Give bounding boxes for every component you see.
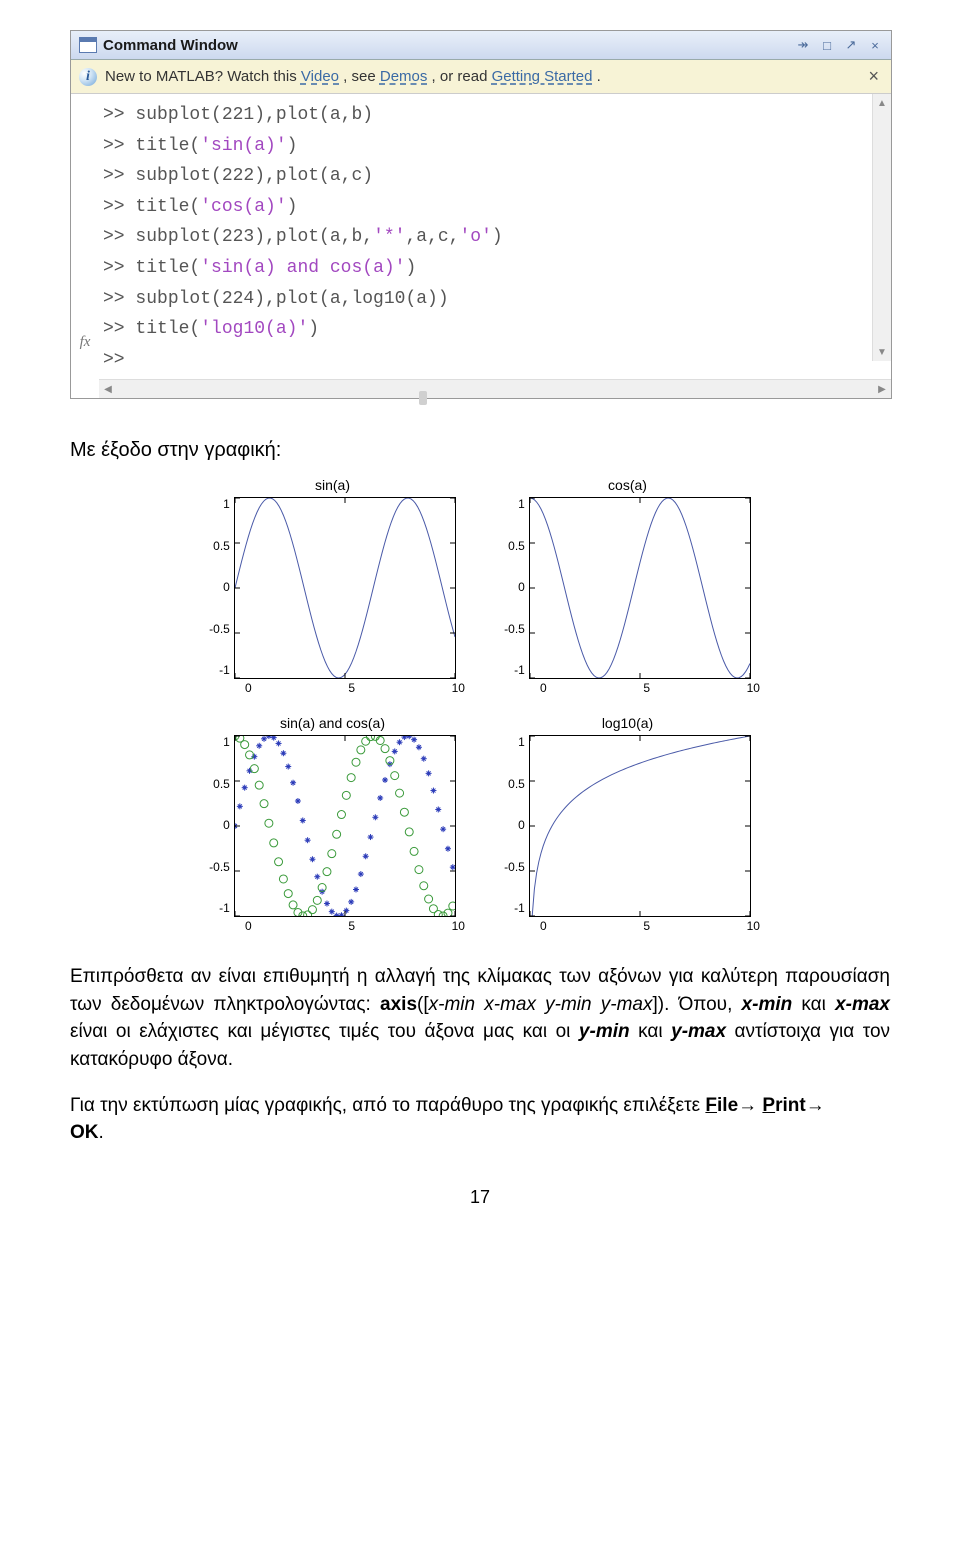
getting-started-link[interactable]: Getting Started (492, 68, 593, 85)
close-button[interactable]: × (865, 36, 885, 54)
command-line: >> title('log10(a)') (103, 314, 887, 345)
y-axis-labels: 10.50-0.5-1 (504, 735, 529, 915)
window-icon (79, 37, 97, 53)
maximize-button[interactable]: □ (817, 36, 837, 54)
fx-gutter[interactable]: fx (71, 94, 99, 379)
plot-area (234, 735, 456, 917)
info-text: , or read (432, 68, 492, 85)
subplot: sin(a) and cos(a) 10.50-0.5-1 (200, 715, 465, 933)
x-axis-labels: 0510 (245, 917, 465, 933)
scroll-up-icon[interactable]: ▲ (873, 94, 891, 112)
y-axis-labels: 10.50-0.5-1 (209, 497, 234, 677)
info-text: , see (343, 68, 380, 85)
undock-button[interactable]: ↗ (841, 36, 861, 54)
video-link[interactable]: Video (301, 68, 339, 85)
titlebar: Command Window ↠ □ ↗ × (71, 31, 891, 60)
x-axis-labels: 0510 (245, 679, 465, 695)
fx-label: fx (80, 334, 91, 351)
window-controls: ↠ □ ↗ × (793, 36, 891, 54)
vertical-scrollbar[interactable]: ▲ ▼ (872, 94, 891, 361)
horizontal-scrollbar[interactable]: ◀ ▶ (99, 379, 891, 398)
command-lines[interactable]: >> subplot(221),plot(a,b)>> title('sin(a… (99, 94, 891, 379)
subplot-title: sin(a) (315, 477, 350, 493)
command-line: >> title('sin(a)') (103, 131, 887, 162)
info-text: New to MATLAB? Watch this (105, 68, 301, 85)
section-heading: Με έξοδο στην γραφική: (70, 439, 890, 462)
info-icon: i (79, 68, 97, 86)
subplot-title: cos(a) (608, 477, 647, 493)
command-line: >> title('sin(a) and cos(a)') (103, 253, 887, 284)
command-line: >> (103, 345, 887, 376)
command-line: >> subplot(221),plot(a,b) (103, 100, 887, 131)
command-line: >> subplot(222),plot(a,c) (103, 161, 887, 192)
paragraph-print: Για την εκτύπωση μίας γραφικής, από το π… (70, 1092, 890, 1147)
plot-area (529, 497, 751, 679)
x-axis-labels: 0510 (540, 917, 760, 933)
command-line: >> subplot(224),plot(a,log10(a)) (103, 284, 887, 315)
y-axis-labels: 10.50-0.5-1 (209, 735, 234, 915)
scroll-thumb[interactable] (419, 391, 427, 405)
subplot-title: log10(a) (602, 715, 653, 731)
command-line: >> title('cos(a)') (103, 192, 887, 223)
info-text: . (597, 68, 601, 85)
demos-link[interactable]: Demos (380, 68, 428, 85)
info-bar: i New to MATLAB? Watch this Video , see … (71, 60, 891, 94)
scroll-left-icon[interactable]: ◀ (99, 380, 117, 398)
subplot: log10(a) 10.50-0.5-1 0510 (495, 715, 760, 933)
scroll-right-icon[interactable]: ▶ (873, 380, 891, 398)
page-number: 17 (70, 1187, 890, 1208)
command-line: >> subplot(223),plot(a,b,'*',a,c,'o') (103, 222, 887, 253)
scroll-down-icon[interactable]: ▼ (873, 343, 891, 361)
plot-area (529, 735, 751, 917)
dock-button[interactable]: ↠ (793, 36, 813, 54)
matlab-command-window: Command Window ↠ □ ↗ × i New to MATLAB? … (70, 30, 892, 399)
x-axis-labels: 0510 (540, 679, 760, 695)
charts-grid: sin(a) 10.50-0.5-1 0510 cos(a) 10.50-0.5-1 05… (200, 477, 760, 933)
y-axis-labels: 10.50-0.5-1 (504, 497, 529, 677)
info-close-button[interactable]: × (864, 66, 883, 87)
paragraph-axis: Επιπρόσθετα αν είναι επιθυμητή η αλλαγή … (70, 963, 890, 1073)
plot-area (234, 497, 456, 679)
subplot: sin(a) 10.50-0.5-1 0510 (200, 477, 465, 695)
subplot-title: sin(a) and cos(a) (280, 715, 385, 731)
subplot: cos(a) 10.50-0.5-1 0510 (495, 477, 760, 695)
window-title: Command Window (103, 37, 238, 54)
